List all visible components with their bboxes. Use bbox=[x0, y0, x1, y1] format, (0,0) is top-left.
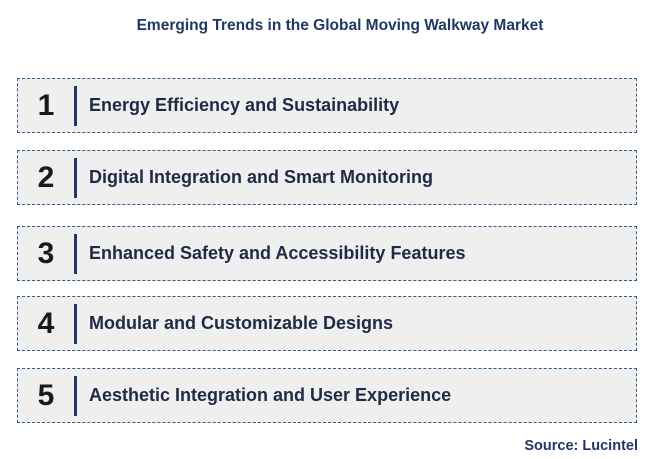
diagram-title: Emerging Trends in the Global Moving Wal… bbox=[136, 17, 544, 34]
trend-list: 1 Energy Efficiency and Sustainability 2… bbox=[17, 78, 637, 424]
trend-item-1: 1 Energy Efficiency and Sustainability bbox=[17, 78, 637, 133]
trend-item-5: 5 Aesthetic Integration and User Experie… bbox=[17, 368, 637, 423]
trend-label: Enhanced Safety and Accessibility Featur… bbox=[89, 243, 466, 263]
trend-number: 4 bbox=[37, 306, 55, 340]
trend-label: Digital Integration and Smart Monitoring bbox=[89, 167, 433, 187]
trend-number: 3 bbox=[37, 236, 55, 270]
trend-divider bbox=[74, 158, 77, 198]
trend-item-3: 3 Enhanced Safety and Accessibility Feat… bbox=[17, 226, 637, 281]
trend-divider bbox=[74, 234, 77, 274]
trend-divider bbox=[74, 304, 77, 344]
trend-label: Energy Efficiency and Sustainability bbox=[89, 95, 400, 115]
source-credit: Source: Lucintel bbox=[524, 438, 638, 454]
trend-number: 5 bbox=[37, 378, 55, 412]
trend-divider bbox=[74, 376, 77, 416]
trend-label: Modular and Customizable Designs bbox=[89, 313, 394, 333]
trend-item-4: 4 Modular and Customizable Designs bbox=[17, 296, 637, 351]
trend-number: 1 bbox=[37, 88, 55, 122]
trend-item-2: 2 Digital Integration and Smart Monitori… bbox=[17, 150, 637, 205]
trend-number: 2 bbox=[37, 160, 55, 194]
trend-divider bbox=[74, 86, 77, 126]
trend-label: Aesthetic Integration and User Experienc… bbox=[89, 385, 452, 405]
